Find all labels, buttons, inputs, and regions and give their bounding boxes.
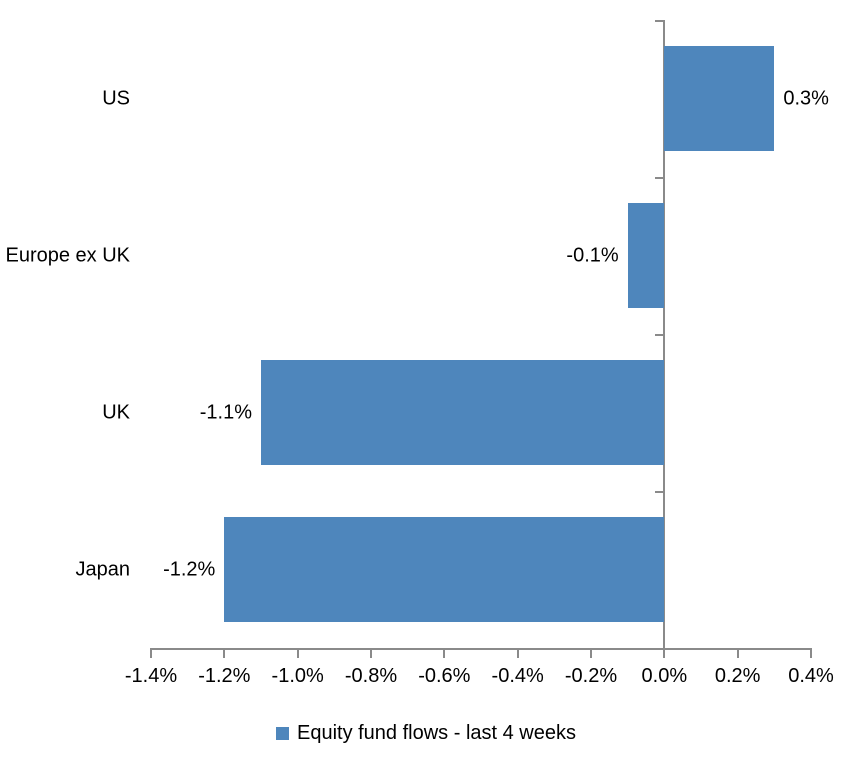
bar-japan — [224, 517, 665, 622]
category-label-us: US — [102, 87, 130, 109]
x-axis-tick-label: -0.4% — [491, 665, 544, 687]
x-axis-tick-label: -1.2% — [198, 665, 251, 687]
bar-us — [664, 46, 775, 151]
bar-value-label-europe-ex-uk: -0.1% — [566, 244, 619, 266]
legend-swatch-icon — [275, 727, 289, 740]
category-label-uk: UK — [102, 401, 130, 423]
x-axis-tick — [370, 650, 372, 658]
legend: Equity fund flows - last 4 weeks — [0, 722, 852, 745]
bar-value-label-us: 0.3% — [783, 87, 829, 109]
x-axis-tick — [590, 650, 592, 658]
value-axis-zero-line — [663, 20, 666, 648]
x-axis-tick — [150, 650, 152, 658]
bar-europe-ex-uk — [627, 203, 665, 308]
x-axis-tick — [663, 650, 666, 658]
x-axis-tick-label: -1.4% — [124, 665, 178, 687]
legend-label: Equity fund flows - last 4 weeks — [296, 722, 576, 744]
bar-value-label-japan: -1.2% — [163, 558, 216, 580]
x-axis-tick-label: 0.4% — [788, 665, 834, 687]
x-axis-tick — [443, 650, 446, 658]
plot-area: 0.3% -0.1% -1.1% -1.2% — [151, 20, 829, 648]
x-axis-tick-label: -0.8% — [344, 665, 398, 687]
x-axis-tick — [810, 650, 812, 658]
category-axis-tick — [655, 177, 664, 179]
bar-uk — [261, 360, 665, 465]
category-axis-tick — [655, 334, 664, 336]
category-label-japan: Japan — [75, 558, 131, 580]
x-axis-tick-label: 0.2% — [714, 665, 761, 687]
x-axis-tick-label: -0.2% — [564, 665, 618, 687]
category-label-europe-ex-uk: Europe ex UK — [5, 244, 130, 266]
x-axis-tick — [223, 650, 226, 658]
x-axis-tick — [296, 650, 299, 658]
x-axis-line — [150, 648, 812, 650]
x-axis-tick-label: -1.0% — [271, 665, 324, 687]
category-axis-tick — [655, 20, 664, 22]
category-axis-tick — [655, 491, 664, 493]
x-axis-tick-label: 0.0% — [641, 665, 688, 687]
x-axis-tick — [736, 650, 739, 658]
x-axis-tick — [516, 650, 519, 658]
x-axis-tick-label: -0.6% — [418, 665, 471, 687]
bar-value-label-uk: -1.1% — [199, 401, 252, 423]
